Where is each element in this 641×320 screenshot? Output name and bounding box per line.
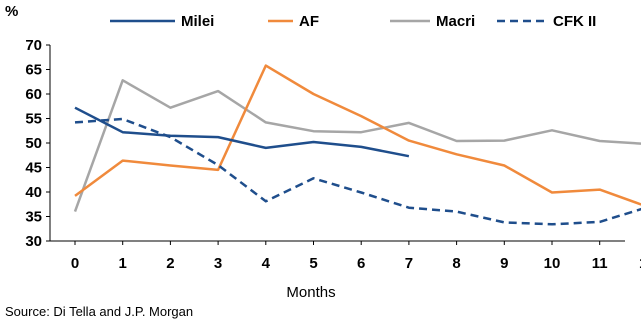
x-tick-label: 1 [119, 255, 127, 272]
y-tick-label: 55 [25, 111, 42, 128]
series-layer [73, 64, 641, 226]
y-axis-ticks: 30 35 40 45 50 55 60 65 70 [25, 37, 50, 250]
y-unit-label: % [5, 3, 18, 20]
y-tick-label: 65 [25, 62, 42, 79]
y-tick-label: 40 [25, 184, 42, 201]
y-tick-label: 50 [25, 135, 42, 152]
source-note: Source: Di Tella and J.P. Morgan [5, 304, 193, 319]
y-tick-label: 70 [25, 37, 42, 54]
x-tick-label: 12 [639, 255, 641, 272]
x-tick-label: 8 [452, 255, 460, 272]
y-tick-label: 35 [25, 209, 42, 226]
x-tick-label: 0 [71, 255, 79, 272]
legend-label-cfk-ii: CFK II [553, 13, 596, 30]
x-tick-label: 2 [166, 255, 174, 272]
legend-label-milei: Milei [181, 13, 214, 30]
series-line-milei [74, 106, 410, 158]
y-tick-label: 30 [25, 233, 42, 250]
series-line-cfk-ii [74, 117, 641, 226]
x-tick-label: 4 [262, 255, 271, 272]
x-tick-label: 10 [544, 255, 561, 272]
legend-label-macri: Macri [436, 13, 475, 30]
x-tick-label: 6 [357, 255, 365, 272]
x-axis-ticks: 0123456789101112 [71, 241, 641, 272]
legend: Milei AF Macri CFK II [110, 13, 596, 30]
y-tick-label: 45 [25, 160, 42, 177]
legend-label-af: AF [299, 13, 319, 30]
x-tick-label: 3 [214, 255, 222, 272]
series-line-af [74, 64, 641, 206]
x-tick-label: 11 [592, 255, 608, 272]
x-tick-label: 5 [309, 255, 317, 272]
axes [49, 45, 625, 242]
series-line-macri [73, 79, 641, 213]
x-axis-title: Months [286, 284, 335, 301]
x-tick-label: 7 [405, 255, 413, 272]
x-tick-label: 9 [500, 255, 508, 272]
y-tick-label: 60 [25, 86, 42, 103]
